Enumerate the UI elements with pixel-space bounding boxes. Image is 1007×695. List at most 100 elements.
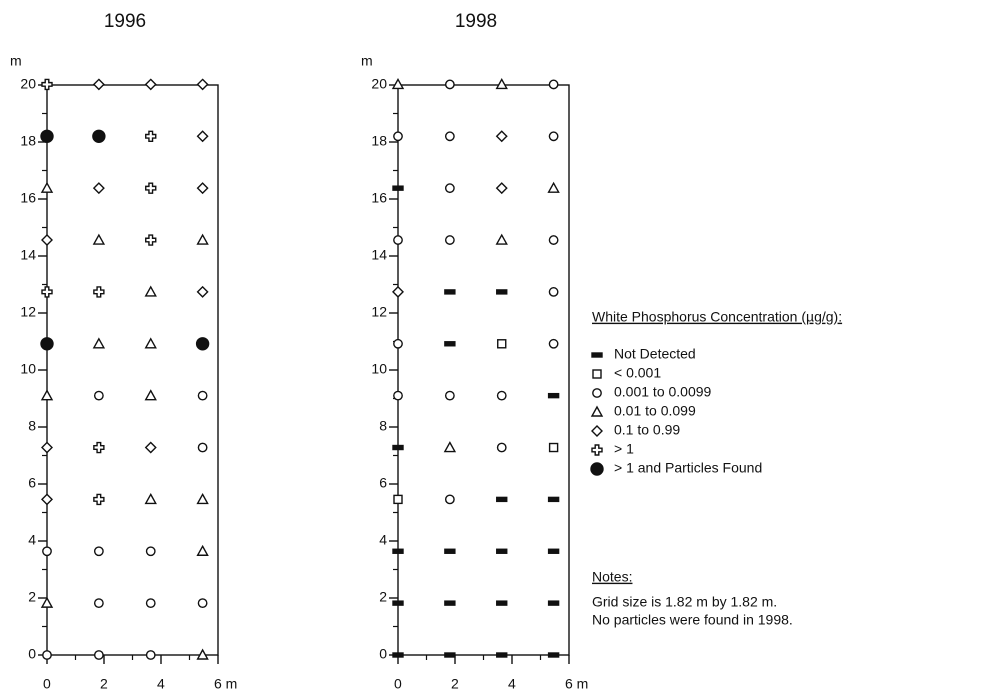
y-tick-label: 10	[371, 361, 387, 377]
marker-cross	[145, 130, 157, 143]
y-tick-label: 20	[371, 76, 387, 92]
marker-diamond	[495, 182, 508, 195]
marker-circle	[444, 235, 455, 245]
y-tick-label: 6	[28, 475, 36, 491]
marker-circle	[145, 546, 156, 557]
marker-circle	[197, 390, 208, 401]
y-axis-label: m	[10, 53, 22, 69]
marker-circle	[444, 494, 455, 505]
marker-dash	[392, 444, 404, 451]
marker-dash	[496, 600, 508, 606]
legend-label: 0.01 to 0.099	[614, 403, 696, 419]
y-tick-label: 14	[371, 247, 387, 263]
marker-diamond	[92, 182, 105, 195]
marker-diamond	[392, 285, 404, 298]
legend-label: Not Detected	[614, 346, 696, 362]
note: Grid size is 1.82 m by 1.82 m.	[592, 594, 777, 610]
marker-circle	[197, 442, 208, 453]
legend-marker	[590, 405, 604, 417]
legend-marker	[592, 369, 602, 379]
y-tick-label: 4	[28, 532, 36, 548]
y-tick-label: 10	[20, 361, 36, 377]
marker-triangle	[443, 441, 457, 453]
marker-diamond	[495, 130, 508, 143]
marker-diamond	[196, 285, 209, 298]
marker-diamond	[41, 493, 53, 506]
legend-marker	[591, 425, 603, 437]
marker-triangle	[144, 285, 157, 297]
marker-circle	[496, 390, 507, 401]
y-tick-label: 12	[20, 304, 36, 320]
legend-marker	[591, 352, 603, 358]
marker-cross	[41, 78, 53, 91]
x-tick-label: 4	[157, 676, 165, 692]
marker-circle	[93, 650, 104, 660]
y-tick-label: 2	[379, 589, 387, 605]
marker-dash	[444, 652, 456, 658]
x-tick-label: 0	[394, 676, 402, 692]
y-tick-label: 14	[20, 247, 36, 263]
legend-marker	[590, 462, 604, 476]
marker-triangle	[144, 337, 157, 349]
marker-dot	[40, 129, 54, 144]
x-tick-label: 6 m	[565, 676, 588, 692]
marker-circle	[93, 598, 104, 609]
marker-triangle	[92, 233, 106, 245]
y-tick-label: 2	[28, 589, 36, 605]
y-tick-label: 18	[371, 133, 387, 149]
marker-square	[393, 494, 403, 505]
marker-circle	[42, 546, 52, 557]
marker-dash	[496, 548, 508, 554]
x-tick-label: 6 m	[214, 676, 237, 692]
marker-dash	[392, 185, 404, 191]
marker-dash	[496, 652, 508, 658]
marker-circle	[93, 390, 104, 401]
y-tick-label: 0	[28, 646, 36, 662]
marker-circle	[93, 546, 104, 557]
marker-circle	[444, 131, 455, 142]
marker-dash	[496, 289, 508, 295]
marker-cross	[93, 286, 105, 298]
chart-title: 1996	[104, 11, 146, 32]
x-tick-label: 2	[451, 676, 459, 692]
y-tick-label: 4	[379, 532, 387, 548]
legend-marker	[591, 444, 603, 456]
legend-label: 0.1 to 0.99	[614, 422, 680, 438]
y-tick-label: 6	[379, 475, 387, 491]
chart-title: 1998	[455, 11, 497, 32]
marker-circle	[393, 338, 403, 349]
marker-circle	[393, 390, 403, 401]
y-axis-label: m	[361, 53, 373, 69]
marker-dash	[547, 548, 560, 554]
marker-dash	[547, 496, 560, 503]
legend-label: > 1 and Particles Found	[614, 460, 762, 476]
notes-title: Notes:	[592, 569, 632, 585]
y-tick-label: 16	[371, 190, 387, 206]
marker-cross	[145, 182, 157, 194]
plot-frame	[397, 84, 570, 656]
x-tick-label: 2	[100, 676, 108, 692]
y-tick-label: 16	[20, 190, 36, 206]
legend-label: 0.001 to 0.0099	[614, 384, 712, 400]
y-tick-label: 18	[20, 133, 36, 149]
marker-diamond	[196, 78, 209, 91]
marker-cross	[41, 286, 53, 298]
marker-circle	[548, 338, 559, 349]
marker-triangle	[196, 544, 209, 556]
marker-dash	[444, 548, 456, 554]
marker-circle	[496, 442, 507, 453]
marker-diamond	[41, 234, 53, 247]
marker-dot	[195, 337, 210, 351]
marker-triangle	[196, 233, 209, 245]
marker-dash	[392, 548, 404, 554]
marker-dash	[547, 652, 560, 658]
marker-cross	[93, 493, 105, 506]
y-tick-label: 20	[20, 76, 36, 92]
marker-diamond	[144, 78, 157, 91]
x-tick-label: 4	[508, 676, 516, 692]
marker-circle	[197, 598, 208, 609]
marker-diamond	[92, 78, 105, 91]
marker-dash	[392, 652, 404, 658]
marker-triangle	[40, 596, 54, 608]
